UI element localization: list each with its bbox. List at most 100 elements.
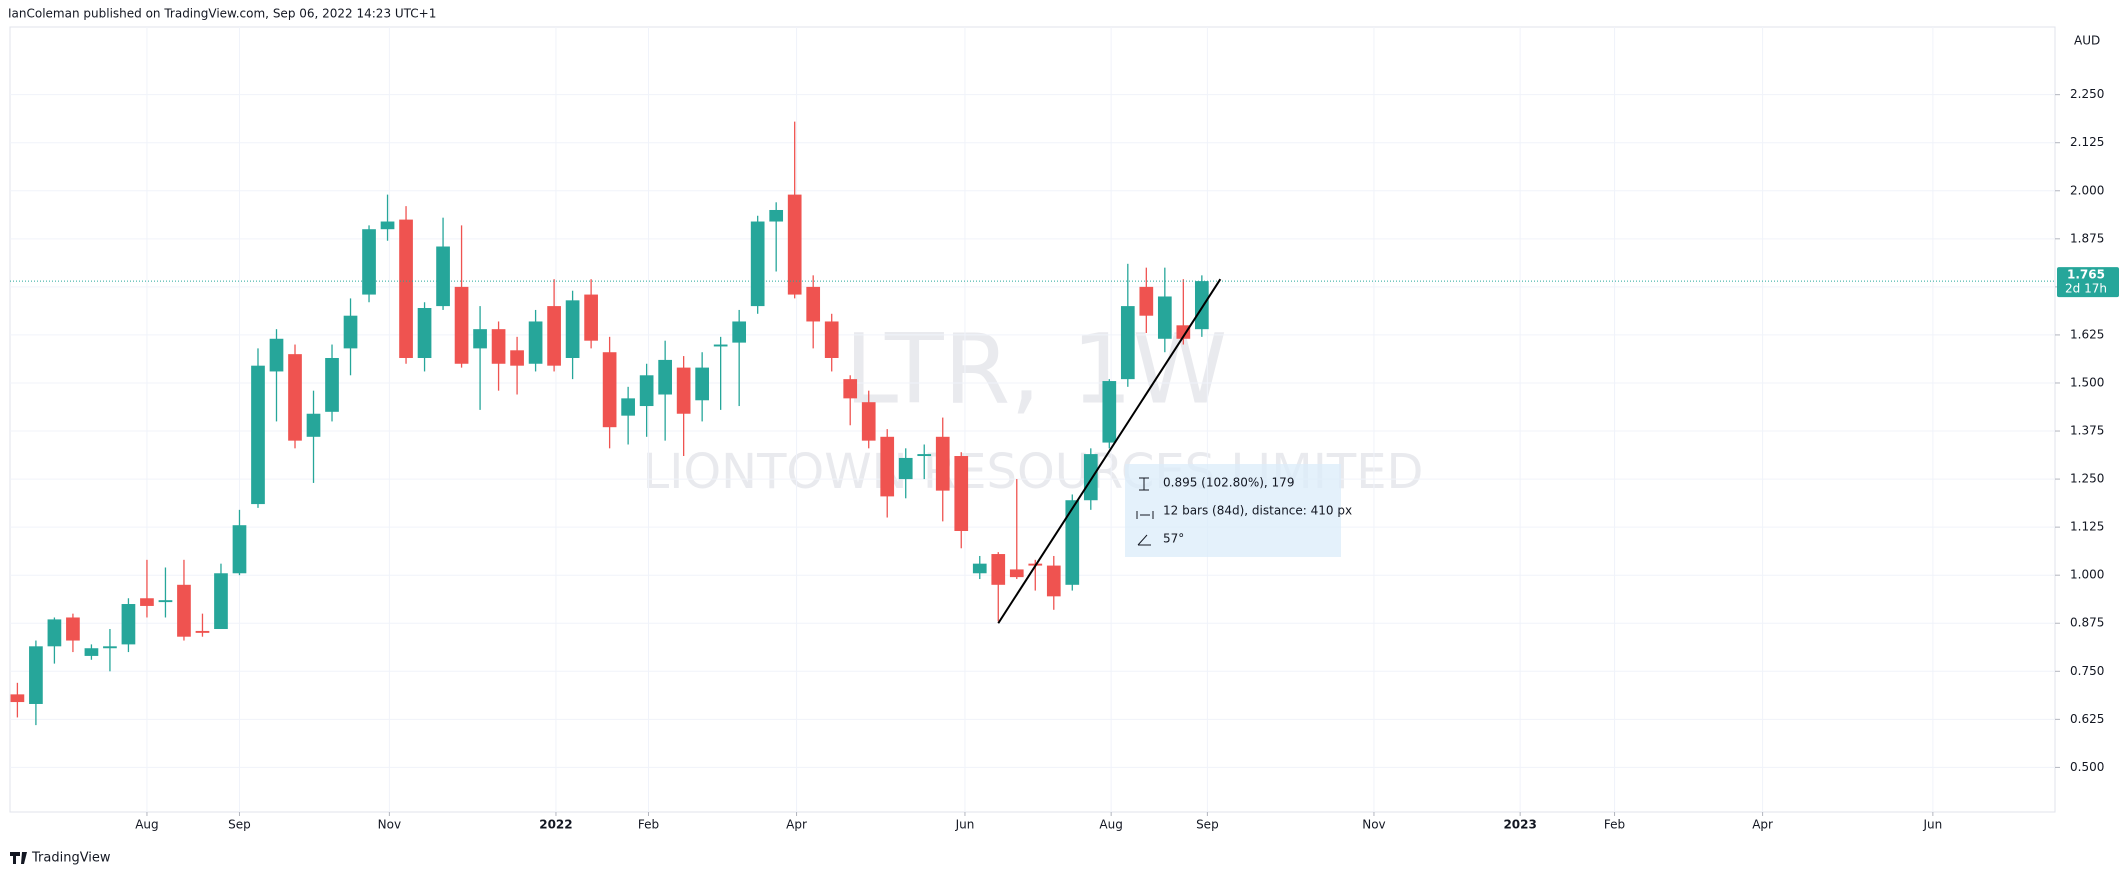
y-tick-label: 1.625 [2070,327,2104,341]
candle-body [584,294,598,341]
candle-body [787,194,802,295]
candle-body [695,367,710,401]
candle-body [10,694,25,703]
x-tick-label: Jun [955,818,975,832]
candle-body [66,617,80,641]
x-tick-label: Sep [1196,818,1219,832]
y-tick-label: 1.375 [2070,424,2104,438]
last-price-label: 1.765 [2067,268,2105,282]
candle-body [528,321,543,364]
candle-body [158,600,173,603]
y-tick-label: 2.000 [2070,183,2104,197]
candle-body [195,630,210,633]
candle-body [380,221,395,230]
candle-body [103,646,117,649]
candle-body [750,221,765,307]
candle-body [565,300,580,358]
candle-body [343,315,358,349]
candle-body [47,619,62,647]
y-tick-label: 0.625 [2070,712,2104,726]
candle-body [454,286,469,364]
candle-body [639,375,654,407]
candle-body [991,554,1006,585]
candle-body [399,219,413,358]
x-tick-label: 2023 [1503,818,1536,832]
measure-background [1125,464,1341,557]
candle-body [1009,569,1024,578]
icon-bars [1136,511,1154,519]
candle-body [843,379,858,399]
candle-body [880,436,895,497]
y-tick-label: 2.250 [2070,87,2104,101]
icon-angle [1137,534,1151,546]
measure-angle: 57° [1163,532,1184,546]
candle-body [177,584,191,637]
candle-body [251,365,265,505]
candle-body [29,646,43,704]
candle-body [362,229,376,295]
candle-body [140,598,154,606]
candle-body [1194,281,1209,330]
brand: TradingView [31,851,111,866]
candle-body [269,338,284,372]
x-tick-label: Nov [1362,818,1385,832]
candle-body [917,454,932,457]
candle-body [676,367,691,414]
y-tick-label: 0.750 [2070,664,2104,678]
y-tick-label: 0.500 [2070,760,2104,774]
candle-body [436,246,450,307]
trend-line [997,278,1222,624]
candle-body [306,413,321,437]
candle-body [1046,565,1061,597]
candle-body [491,329,506,364]
candle-body [1120,306,1135,380]
header: IanColeman published on TradingView.com,… [8,7,436,21]
candle-body [898,457,913,480]
candle-body [473,329,487,349]
candle-body [84,648,99,656]
candle-body [972,563,987,574]
candle-body [602,352,617,428]
measure-bars: 12 bars (84d), distance: 410 px [1163,504,1352,518]
x-tick-label: Nov [378,818,401,832]
last-price-tag [2057,267,2119,298]
candle-body [954,456,969,531]
candle-body [824,321,839,358]
candle-body [861,402,876,441]
candle-body [1083,454,1098,501]
candle-body [1157,296,1172,339]
candle-body [658,359,672,395]
candle-body [713,344,728,347]
candle-body [288,354,302,441]
candle-body [510,350,524,366]
candle-body [121,604,136,645]
currency: AUD [2074,34,2100,48]
y-tick-label: 1.000 [2070,568,2104,582]
candle-body [935,436,950,491]
y-tick-label: 2.125 [2070,135,2104,149]
candle-body [621,398,635,416]
measure-change: 0.895 (102.80%), 179 [1163,476,1294,490]
x-tick-label: Jun [1922,818,1942,832]
y-tick-label: 0.875 [2070,616,2104,630]
icon-range [1139,477,1149,491]
measure-box: 0.895 (102.80%), 179 12 bars (84d), dist… [1125,464,1352,557]
candle-body [732,321,747,343]
y-tick-label: 1.875 [2070,231,2104,245]
x-tick-label: Apr [786,818,807,832]
x-tick-label: Aug [1099,818,1122,832]
countdown: 2d 17h [2065,282,2107,296]
y-tick-label: 1.125 [2070,520,2104,534]
candle-body [1065,500,1080,585]
candle-body [547,306,561,366]
candle-body [417,308,432,358]
candle-body [806,286,821,322]
candle-body [1139,286,1154,316]
candle-body [1102,381,1117,443]
x-tick-label: Aug [135,818,158,832]
candle-body [214,573,228,630]
x-tick-label: Feb [1604,818,1625,832]
candle-body [769,209,784,222]
x-tick-label: Apr [1752,818,1773,832]
